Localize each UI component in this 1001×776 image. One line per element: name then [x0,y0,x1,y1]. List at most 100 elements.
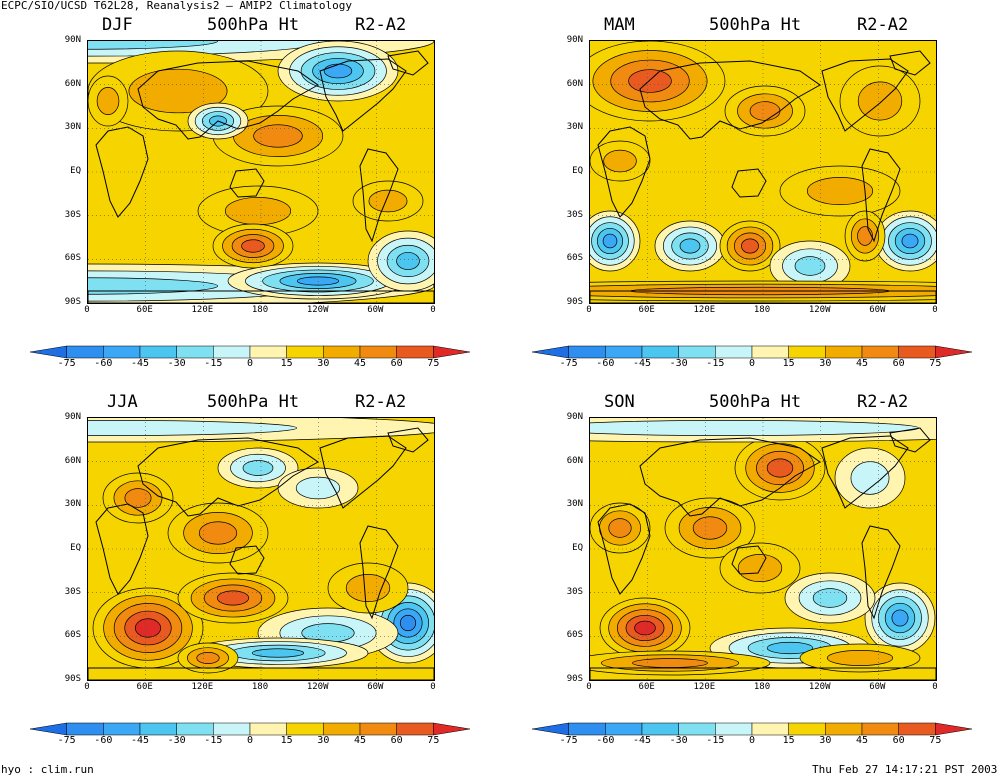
coastline [137,437,319,517]
lon-tick-label: 60E [136,305,153,315]
lat-tick-label: EQ [572,543,583,553]
colorbar-swatch [605,722,643,736]
colorbar-label: -45 [632,358,652,369]
colorbar-label: 30 [317,358,330,369]
colorbar-label: 0 [748,735,756,746]
lon-tick-label: 120W [306,682,329,692]
lat-tick-label: 30S [64,209,81,220]
coastline [319,58,407,132]
colorbar-label: -30 [669,735,688,746]
coastline [319,435,407,509]
contour [826,650,894,666]
colorbar-label: 75 [427,358,440,369]
contour [88,41,219,50]
colorbar-label: 15 [280,358,293,369]
contour [368,189,408,213]
lat-tick-label: 30N [64,122,81,133]
colorbar-label: -60 [94,735,113,746]
coastline [387,50,429,76]
colorbar-label: -60 [596,358,615,369]
colorbar-label: -15 [706,735,725,746]
panel-season-label: MAM [604,15,635,35]
colorbar-label: 45 [353,358,367,369]
lat-tick-label: 90N [566,412,583,422]
timestamp: Thu Feb 27 14:17:21 PST 2003 [812,763,998,776]
colorbar-label: 15 [782,358,795,369]
coastline [821,58,909,132]
lat-tick-label: 30N [566,122,583,133]
lon-tick-label: 60W [869,682,886,692]
contour [891,609,909,627]
contour [345,574,391,602]
contour [692,516,728,540]
colorbar-swatch [433,722,471,736]
coastline [95,126,149,218]
colorbar-swatch [29,345,67,359]
contour [198,521,238,545]
lat-tick-label: 60S [566,253,583,264]
lat-tick-label: 60S [64,630,81,641]
colorbar-label: -60 [596,735,615,746]
colorbar-swatch [935,722,973,736]
coastline [597,126,651,218]
colorbar-swatch [249,722,287,736]
contour [634,620,656,636]
colorbar-swatch [898,345,936,359]
colorbar-label: 75 [929,735,942,746]
colorbar-label: -75 [559,735,578,746]
contour [396,252,420,270]
colorbar-label: 45 [353,735,367,746]
lon-tick-label: 60E [638,682,655,692]
colorbar-swatch [359,722,397,736]
map-mam [589,40,937,304]
map-son [589,417,937,681]
contour [253,124,303,148]
colorbar-swatch [66,722,104,736]
script-label: hyo : clim.run [1,763,94,776]
colorbar-swatch [359,345,397,359]
panel-diff-label: R2-A2 [355,392,407,412]
colorbar-label: -30 [669,358,688,369]
lat-tick-label: 30S [64,586,81,597]
lon-tick-label: 60E [638,305,655,315]
lon-tick-label: 120W [808,682,831,692]
lon-tick-label: 60W [367,305,384,315]
coastline [359,148,399,243]
colorbar-label: 45 [855,735,869,746]
lat-tick-label: 30S [566,209,583,220]
lon-tick-label: 120W [306,305,329,315]
coastline [95,503,149,595]
contour [749,101,781,121]
contour [134,618,162,638]
colorbar-swatch [935,345,973,359]
colorbar-swatch [286,722,324,736]
coastline [229,168,265,198]
colorbar-swatch [531,722,569,736]
colorbar-swatch [323,345,361,359]
colorbar-swatch [396,345,434,359]
lon-tick-label: 60W [367,682,384,692]
lon-tick-label: 60E [136,682,153,692]
colorbar-swatch [139,345,177,359]
lon-tick-label: 0 [430,305,436,315]
panel-field-label: 500hPa Ht [709,392,802,412]
contour [323,63,353,79]
coastline [590,290,936,303]
colorbar-swatch [825,345,863,359]
colorbar-label: -30 [167,358,186,369]
colorbar-swatch [825,722,863,736]
contour [628,69,672,93]
panel-season-label: DJF [102,15,133,35]
contour [251,648,305,658]
colorbar-label: -15 [204,735,223,746]
contour [88,277,219,295]
lon-tick-label: 60W [869,305,886,315]
colorbar-label: -45 [632,735,652,746]
lat-tick-label: 90S [566,674,583,684]
anomaly-field [88,41,434,303]
colorbar-swatch [641,722,679,736]
coastline [88,290,434,303]
colorbar-label: 60 [892,358,905,369]
colorbar-swatch [139,722,177,736]
colorbar-label: -75 [559,358,578,369]
